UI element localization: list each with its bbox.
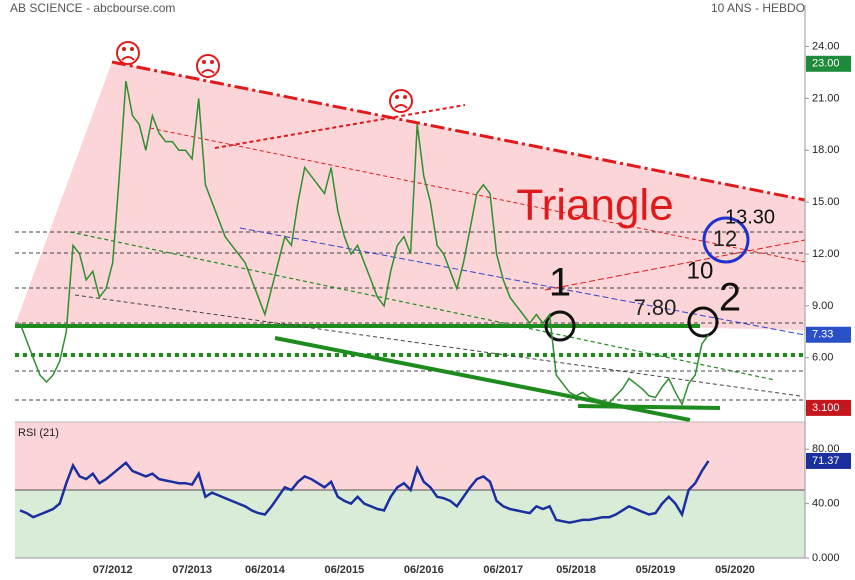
- red-trend-line: [544, 239, 806, 291]
- channel-line: [69, 231, 776, 381]
- y-tick-label: 12.00: [812, 248, 840, 260]
- price-line: [19, 460, 710, 524]
- breakout-circle: [687, 306, 719, 338]
- x-tick-label: 06/2017: [483, 564, 523, 576]
- x-tick-label: 07/2013: [172, 564, 212, 576]
- x-tick-label: 06/2015: [324, 564, 364, 576]
- x-tick-label: 05/2018: [556, 564, 596, 576]
- y-tick-label: 40.00: [812, 498, 840, 510]
- breakout-circle: [544, 310, 576, 342]
- bottom-line: [577, 404, 721, 410]
- annotation: 10: [687, 257, 714, 284]
- y-tick-label: 6.00: [812, 352, 833, 364]
- price-badge: [806, 452, 851, 469]
- y-tick-label: 15.00: [812, 196, 840, 208]
- price-badge-label: 23.00: [812, 58, 840, 70]
- chart-title: AB SCIENCE - abcbourse.com: [10, 1, 175, 15]
- price-badge-label: 3.100: [812, 402, 840, 414]
- y-tick-label: 21.00: [812, 92, 840, 104]
- price-badge-label: 7.33: [812, 329, 833, 341]
- target-circle: [702, 216, 750, 264]
- price-badge-label: 71.37: [812, 455, 840, 467]
- x-tick-label: 06/2016: [404, 564, 444, 576]
- resistance-line: [111, 60, 806, 202]
- annotation: Triangle: [516, 181, 673, 230]
- price-badge: [806, 399, 851, 416]
- y-tick-label: 0.000: [812, 552, 840, 564]
- x-tick-label: 06/2014: [245, 564, 286, 576]
- y-tick-label: 18.00: [812, 144, 840, 156]
- chart-subtitle: 10 ANS - HEBDO: [711, 1, 805, 15]
- price-badge: [806, 55, 851, 72]
- price-line: [19, 80, 710, 407]
- blue-trend-line: [239, 227, 806, 336]
- y-tick-label: 80.00: [812, 443, 840, 455]
- red-trend-line: [214, 104, 466, 149]
- annotation: 1: [549, 261, 571, 305]
- x-tick-label: 05/2019: [636, 564, 676, 576]
- triangle-area: [15, 62, 805, 330]
- price-badge: [806, 326, 851, 343]
- rsi-title: RSI (21): [18, 427, 59, 439]
- annotation: 2: [719, 276, 741, 320]
- channel-line: [74, 294, 801, 397]
- rsi-overbought-zone: [15, 422, 805, 490]
- annotation: 12: [713, 226, 737, 251]
- y-tick-label: 24.00: [812, 40, 840, 52]
- y-tick-label: 9.00: [812, 300, 833, 312]
- x-tick-label: 05/2020: [715, 564, 755, 576]
- annotation: 13.30: [725, 206, 775, 228]
- annotation: 7.80: [634, 295, 677, 320]
- sad-face-icons: [116, 41, 413, 113]
- x-tick-label: 07/2012: [93, 564, 133, 576]
